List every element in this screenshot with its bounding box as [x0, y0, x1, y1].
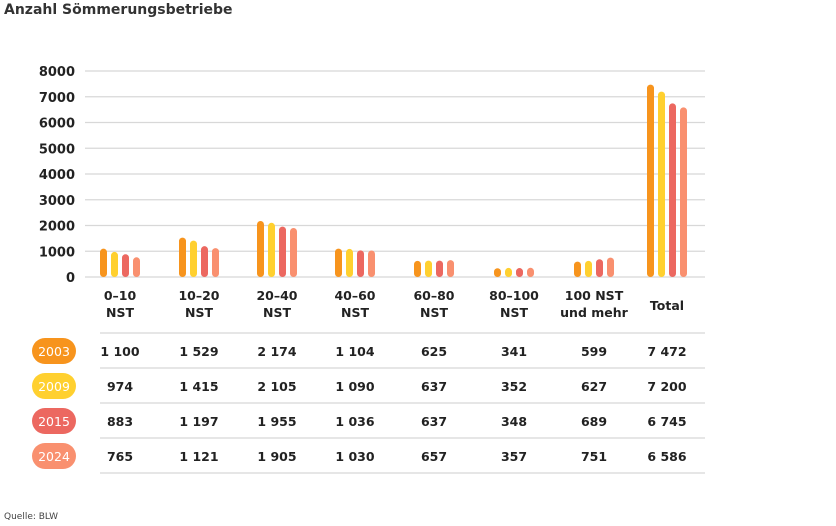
y-tick-label: 4000 [39, 168, 75, 183]
y-tick-label: 5000 [39, 142, 75, 157]
table-cell: 1 100 [100, 344, 139, 359]
category-label: 10–20 [178, 288, 219, 303]
y-tick-label: 0 [66, 271, 75, 286]
legend-badge-2009 [32, 373, 76, 399]
table-cell: 1 121 [179, 449, 218, 464]
category-label: 0–10 [104, 288, 137, 303]
table-cell: 348 [501, 414, 527, 429]
category-label: NST [106, 305, 134, 320]
y-tick-label: 8000 [39, 65, 75, 80]
table-cell: 883 [107, 414, 133, 429]
table-cell: 1 104 [335, 344, 374, 359]
table-cell: 2 105 [257, 379, 296, 394]
table-cell: 1 036 [335, 414, 374, 429]
y-tick-label: 2000 [39, 220, 75, 235]
table-cell: 637 [421, 379, 447, 394]
table-cell: 6 745 [647, 414, 686, 429]
table-cell: 357 [501, 449, 527, 464]
category-label: NST [420, 305, 448, 320]
y-tick-label: 7000 [39, 91, 75, 106]
table-cell: 1 030 [335, 449, 374, 464]
table-cell: 974 [107, 379, 133, 394]
table-cell: 627 [581, 379, 607, 394]
table-cell: 341 [501, 344, 527, 359]
y-tick-label: 1000 [39, 245, 75, 260]
chart-title: Anzahl Sömmerungsbetriebe [4, 2, 233, 18]
table-cell: 7 472 [647, 344, 686, 359]
source-note: Quelle: BLW [4, 512, 59, 522]
table-cell: 657 [421, 449, 447, 464]
table-cell: 765 [107, 449, 133, 464]
category-label: NST [500, 305, 528, 320]
table-cell: 1 090 [335, 379, 374, 394]
category-label: NST [263, 305, 291, 320]
category-label: und mehr [560, 305, 628, 320]
category-label: Total [650, 298, 684, 313]
legend-badge-2015 [32, 408, 76, 434]
legend-label: 2024 [38, 449, 70, 464]
legend-badge-2024 [32, 443, 76, 469]
legend-label: 2015 [38, 414, 70, 429]
table-cell: 1 529 [179, 344, 218, 359]
table-cell: 689 [581, 414, 607, 429]
category-label: 60–80 [413, 288, 454, 303]
table-cell: 599 [581, 344, 607, 359]
y-tick-label: 6000 [39, 117, 75, 132]
table-cell: 637 [421, 414, 447, 429]
legend-label: 2003 [38, 344, 70, 359]
table-cell: 2 174 [257, 344, 296, 359]
category-label: NST [341, 305, 369, 320]
table-cell: 352 [501, 379, 527, 394]
category-label: 40–60 [334, 288, 375, 303]
category-label: NST [185, 305, 213, 320]
y-tick-label: 3000 [39, 194, 75, 209]
table-cell: 625 [421, 344, 447, 359]
category-label: 80–100 [489, 288, 539, 303]
legend-badge-2003 [32, 338, 76, 364]
category-label: 20–40 [256, 288, 297, 303]
table-cell: 751 [581, 449, 607, 464]
table-cell: 1 905 [257, 449, 296, 464]
category-label: 100 NST [565, 288, 624, 303]
legend-label: 2009 [38, 379, 70, 394]
table-cell: 1 955 [257, 414, 296, 429]
table-cell: 7 200 [647, 379, 686, 394]
table-cell: 6 586 [647, 449, 686, 464]
table-cell: 1 197 [179, 414, 218, 429]
table-cell: 1 415 [179, 379, 218, 394]
